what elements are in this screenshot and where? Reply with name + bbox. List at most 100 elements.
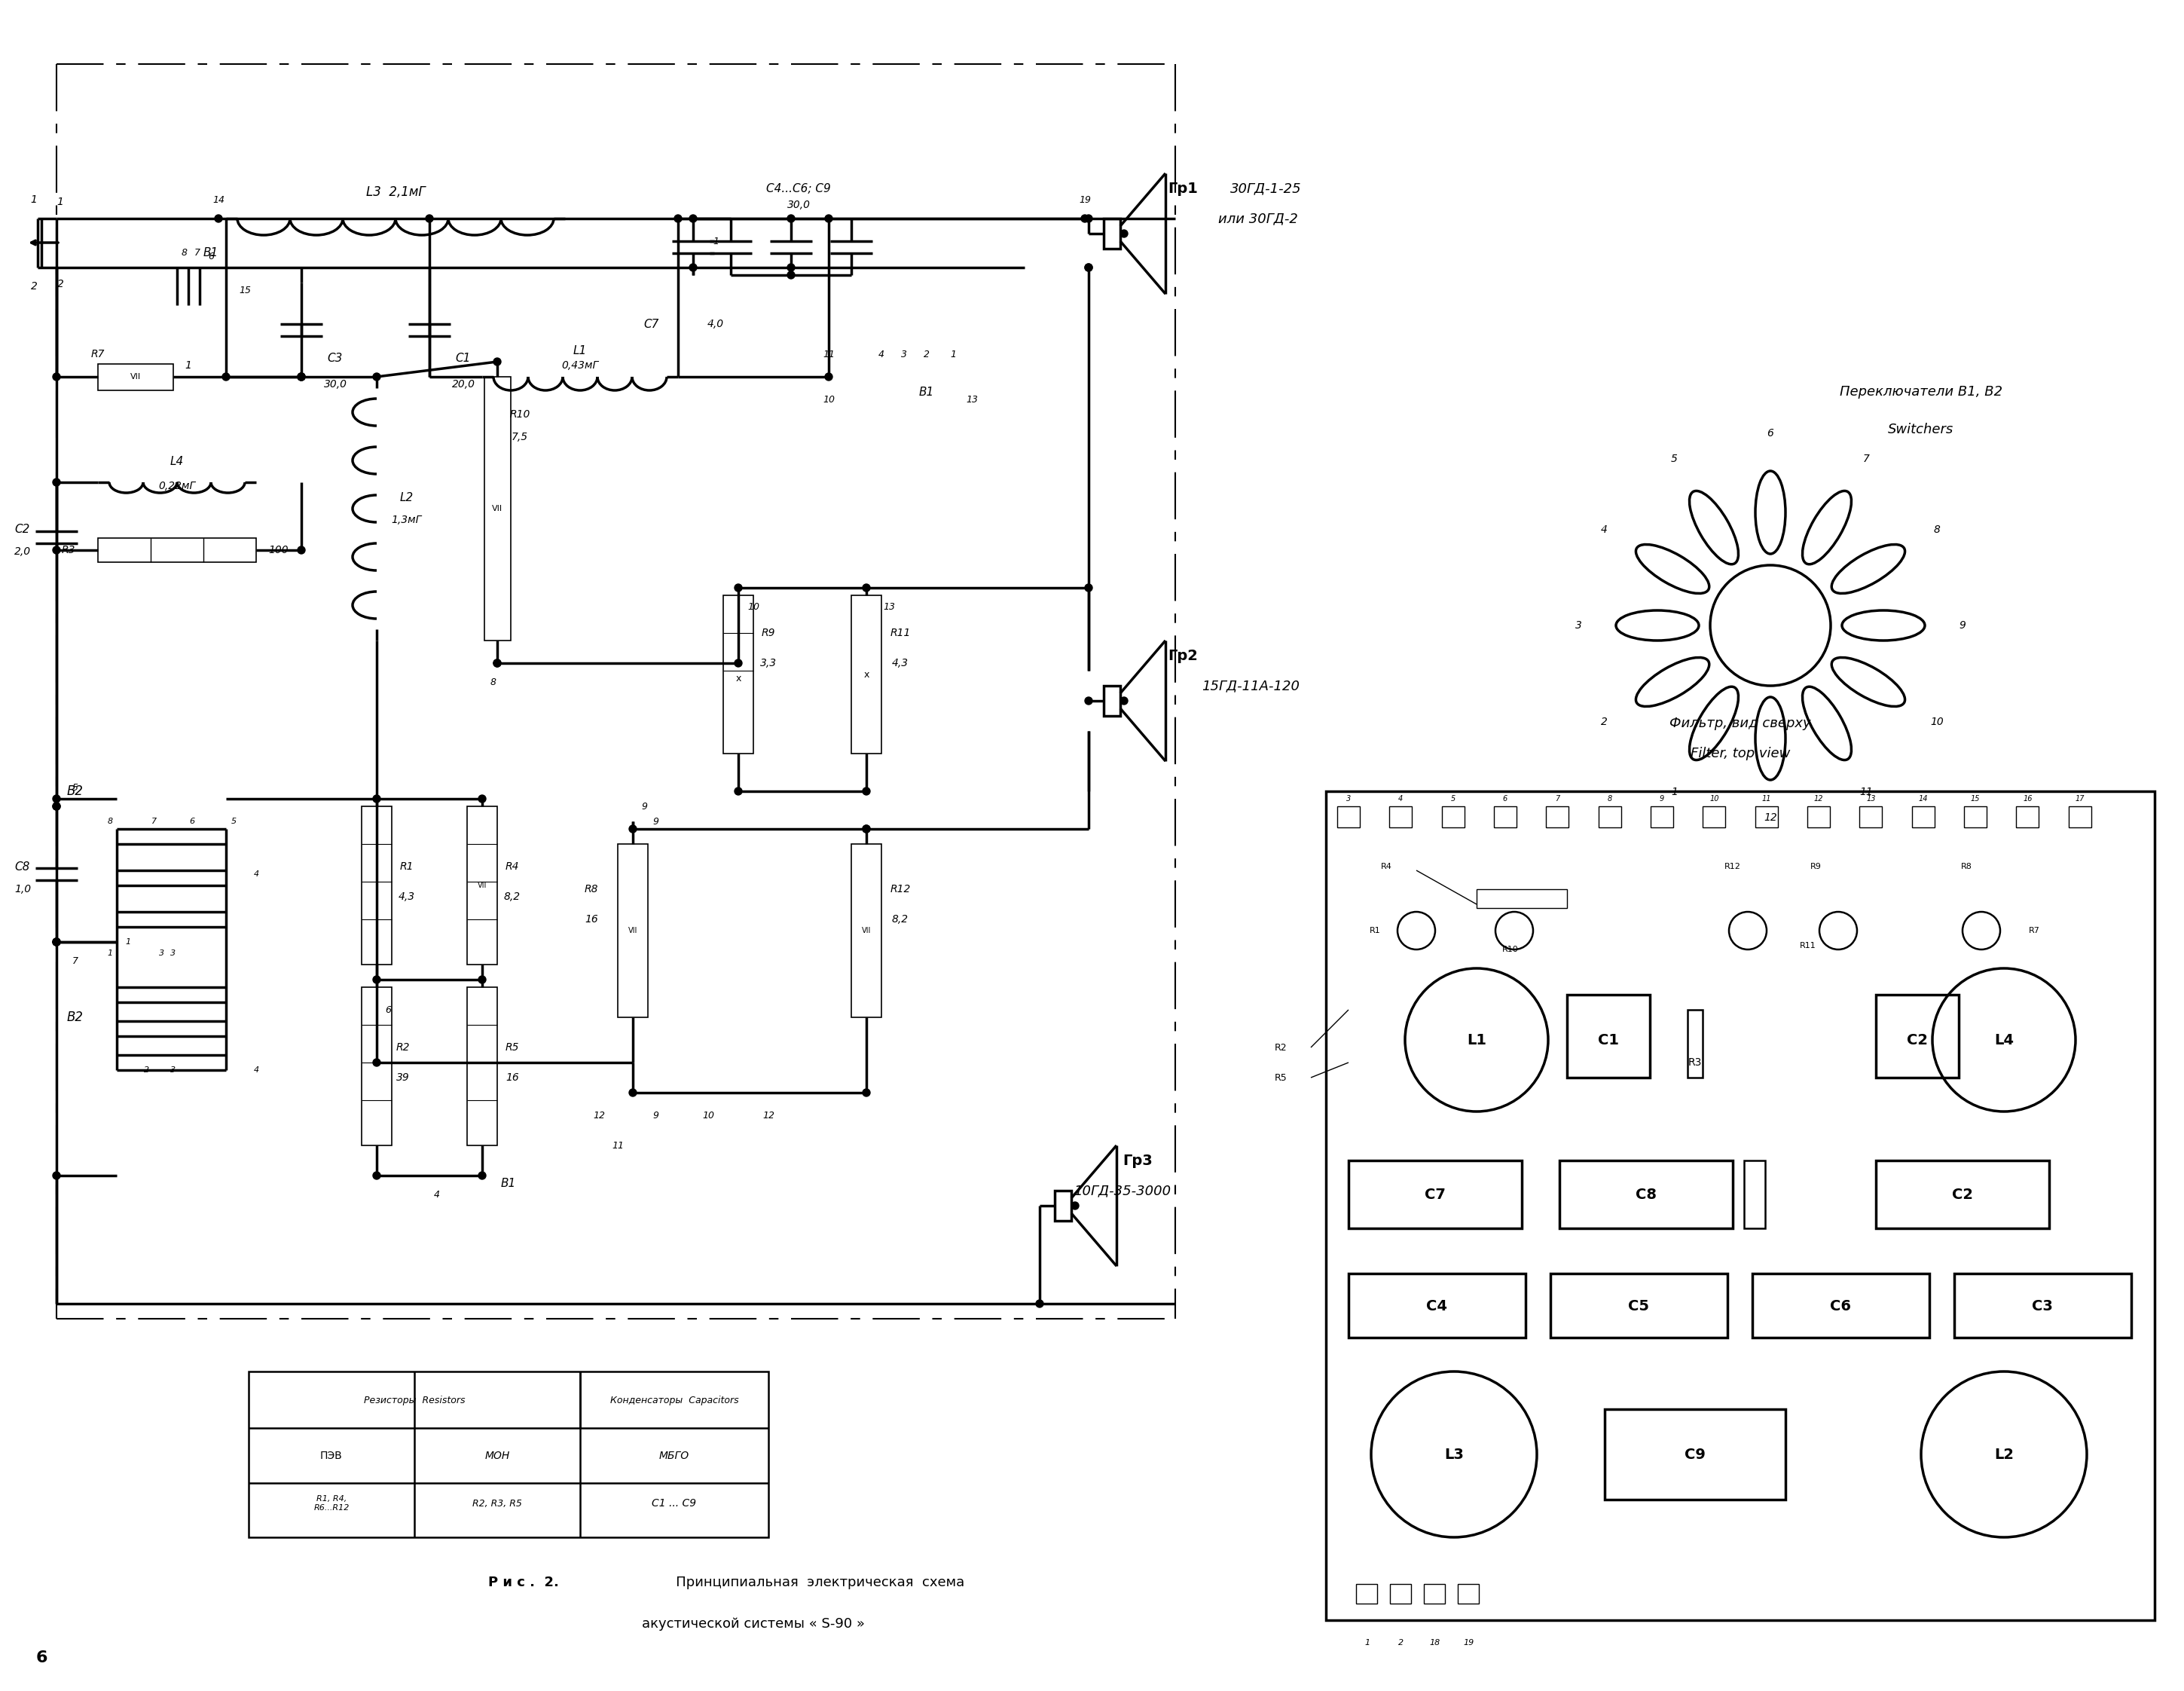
Text: 13: 13 — [882, 602, 895, 612]
Text: 5: 5 — [232, 818, 236, 825]
Bar — [1955, 1273, 2132, 1338]
Text: 11: 11 — [823, 350, 834, 358]
Text: x: x — [863, 670, 869, 680]
Text: 2: 2 — [1601, 717, 1607, 727]
Text: C4: C4 — [1426, 1299, 1448, 1314]
Circle shape — [675, 215, 681, 222]
Text: 1: 1 — [57, 196, 63, 208]
Text: R1, R4,
R6...R12: R1, R4, R6...R12 — [314, 1495, 349, 1512]
Text: 11: 11 — [612, 1140, 625, 1150]
Text: 10: 10 — [747, 602, 760, 612]
Circle shape — [373, 374, 380, 380]
Text: 8: 8 — [107, 818, 114, 825]
Text: R10: R10 — [509, 409, 531, 419]
Text: 4,3: 4,3 — [397, 891, 415, 901]
Bar — [1605, 1409, 1787, 1500]
Text: Switchers: Switchers — [1889, 423, 1955, 436]
Ellipse shape — [1756, 472, 1787, 555]
Text: МБГО: МБГО — [660, 1451, 690, 1461]
Text: Filter, top view: Filter, top view — [1690, 747, 1791, 761]
Text: Р и с .  2.: Р и с . 2. — [489, 1576, 559, 1590]
Ellipse shape — [1636, 658, 1710, 707]
Text: 10: 10 — [1710, 795, 1719, 803]
Bar — [1055, 1190, 1072, 1221]
Bar — [1559, 1160, 1732, 1228]
Bar — [363, 807, 391, 964]
Text: C3: C3 — [2031, 1299, 2053, 1314]
Circle shape — [52, 1172, 61, 1179]
Text: VII: VII — [131, 374, 142, 380]
Text: 4: 4 — [1398, 795, 1402, 803]
Text: 5: 5 — [1671, 453, 1677, 465]
Circle shape — [786, 264, 795, 271]
Text: 15: 15 — [1970, 795, 1981, 803]
Circle shape — [494, 659, 500, 666]
Text: 2: 2 — [924, 350, 930, 358]
Text: 12: 12 — [1815, 795, 1824, 803]
Bar — [1457, 1584, 1479, 1603]
Text: VII: VII — [629, 927, 638, 935]
Bar — [1389, 1584, 1411, 1603]
Text: 1,0: 1,0 — [15, 884, 31, 895]
Text: 16: 16 — [585, 915, 598, 925]
Bar — [852, 595, 882, 754]
Ellipse shape — [1636, 545, 1710, 594]
Text: C8: C8 — [1636, 1187, 1658, 1202]
Text: 30,0: 30,0 — [786, 200, 810, 210]
Circle shape — [1372, 1371, 1538, 1537]
Text: C7: C7 — [644, 318, 660, 330]
Text: 15ГД-11А-120: 15ГД-11А-120 — [1201, 680, 1299, 693]
Text: R8: R8 — [585, 884, 598, 895]
Text: 5: 5 — [72, 783, 79, 793]
Bar — [1546, 807, 1568, 827]
Text: 1,3мГ: 1,3мГ — [391, 514, 422, 526]
Bar — [1103, 687, 1120, 715]
Bar — [1876, 994, 1959, 1077]
Text: 8: 8 — [181, 247, 188, 257]
Text: 2: 2 — [144, 1067, 149, 1074]
Text: Гр1: Гр1 — [1168, 181, 1197, 196]
Bar — [363, 988, 391, 1145]
Text: 16: 16 — [2022, 795, 2033, 803]
Text: 6: 6 — [1767, 428, 1773, 438]
Circle shape — [863, 825, 869, 832]
Bar — [1337, 807, 1361, 827]
Text: 20,0: 20,0 — [452, 379, 474, 389]
Circle shape — [52, 939, 61, 945]
Text: 12: 12 — [1765, 812, 1778, 824]
Circle shape — [1963, 911, 2001, 949]
Bar — [249, 1371, 769, 1537]
Circle shape — [690, 215, 697, 222]
Circle shape — [52, 803, 61, 810]
Circle shape — [629, 825, 636, 832]
Circle shape — [734, 583, 743, 592]
Circle shape — [297, 374, 306, 380]
Text: R3: R3 — [1688, 1057, 1701, 1067]
Circle shape — [1933, 969, 2075, 1111]
Text: 14: 14 — [212, 194, 225, 205]
Circle shape — [373, 795, 380, 803]
Text: 19: 19 — [1463, 1639, 1474, 1647]
Circle shape — [373, 1172, 380, 1179]
Text: 19: 19 — [1079, 194, 1090, 205]
Circle shape — [52, 939, 61, 945]
Text: 3: 3 — [902, 350, 906, 358]
Bar — [2068, 807, 2090, 827]
Circle shape — [826, 215, 832, 222]
Circle shape — [214, 215, 223, 222]
Circle shape — [478, 795, 485, 803]
Circle shape — [1496, 911, 1533, 949]
Circle shape — [52, 479, 61, 485]
Text: R12: R12 — [889, 884, 911, 895]
Bar — [1348, 1160, 1522, 1228]
Text: 7: 7 — [72, 955, 79, 966]
Text: L2: L2 — [400, 492, 413, 502]
Text: B1: B1 — [203, 247, 218, 259]
Circle shape — [1081, 215, 1088, 222]
Text: ПЭВ: ПЭВ — [321, 1451, 343, 1461]
Text: R4: R4 — [1380, 862, 1391, 871]
Text: 6: 6 — [35, 1650, 48, 1666]
Text: R2: R2 — [395, 1042, 411, 1053]
Text: МОН: МОН — [485, 1451, 509, 1461]
Text: 2: 2 — [31, 281, 37, 291]
